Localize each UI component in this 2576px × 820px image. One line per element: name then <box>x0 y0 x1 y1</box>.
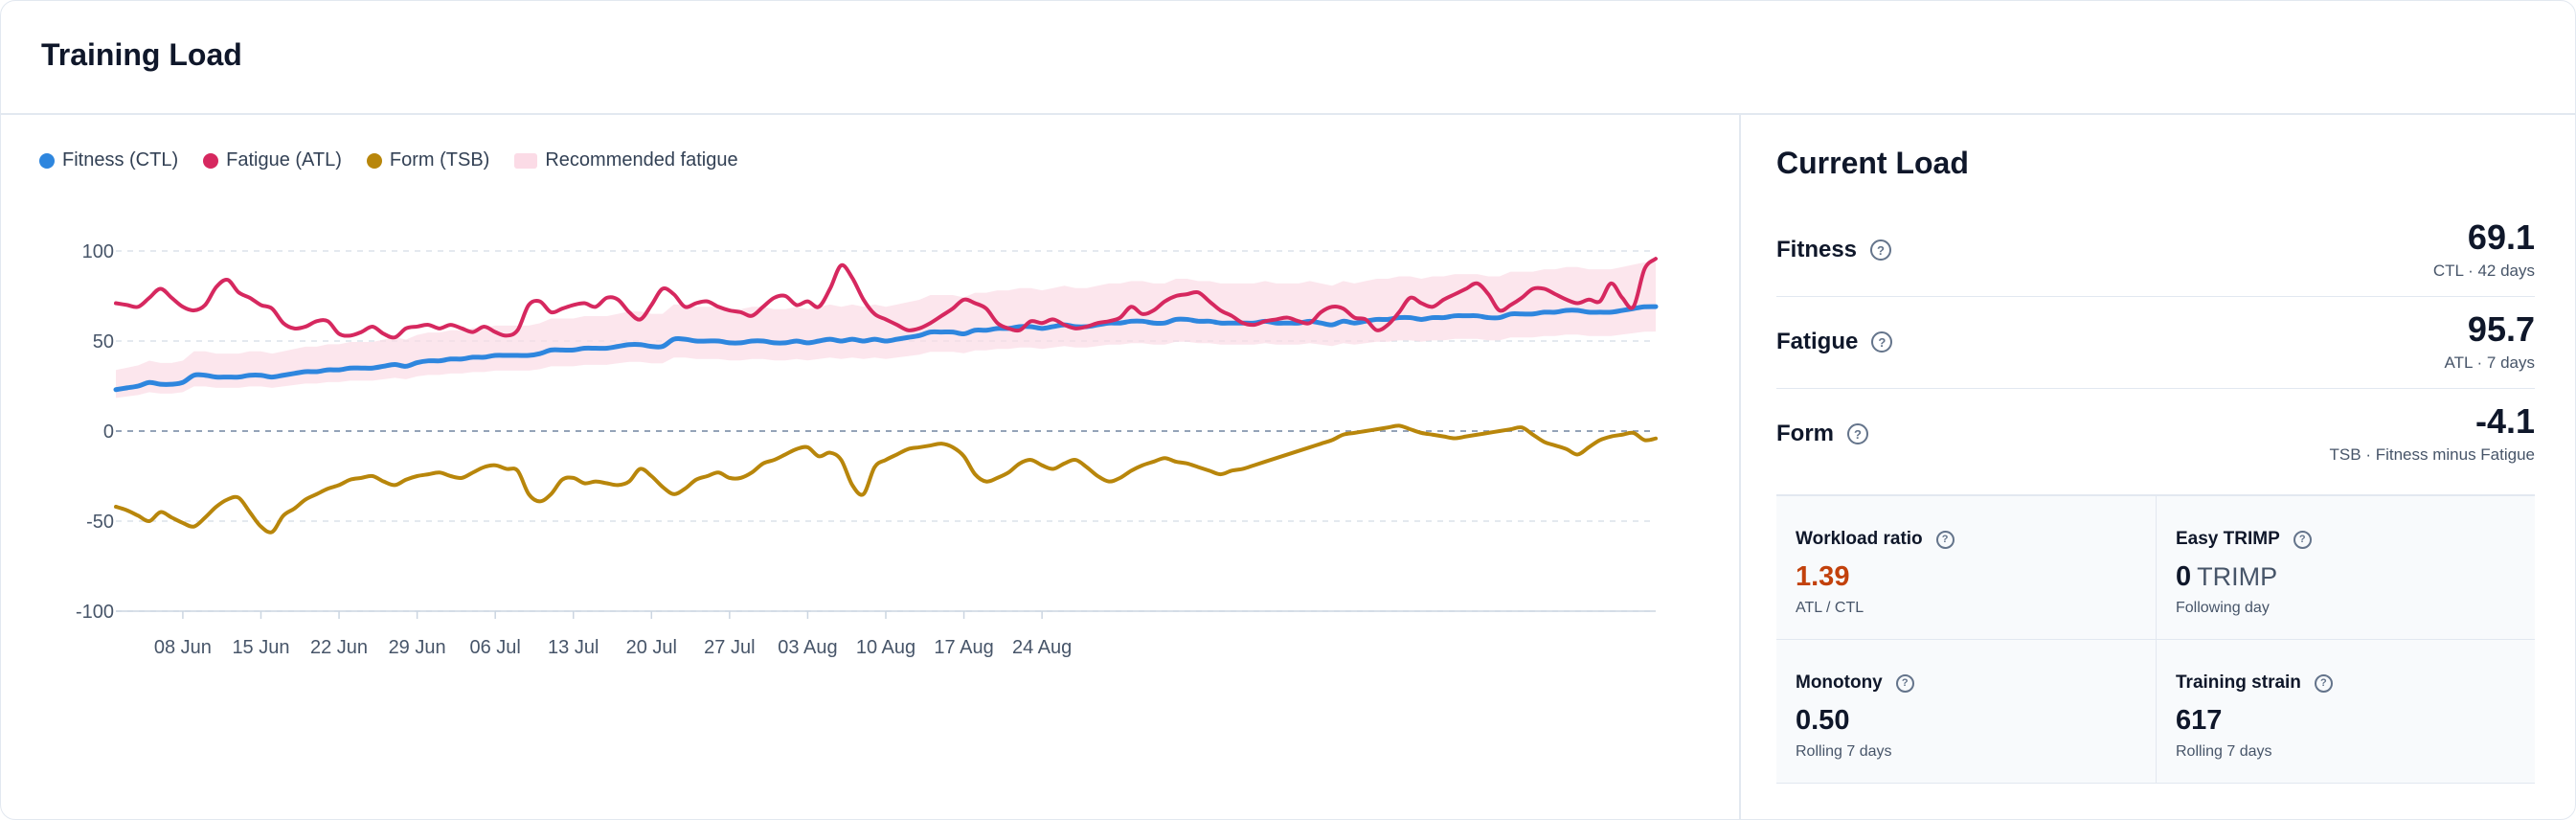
stat-easy-trimp-unit: TRIMP <box>2197 562 2278 591</box>
metric-form-label-group: Form ? <box>1776 421 1868 447</box>
metric-fatigue-value: 95.7 <box>2467 309 2535 349</box>
legend-label-recommended-fatigue: Recommended fatigue <box>545 149 738 171</box>
stat-training-strain-label-group: Training strain ? <box>2176 672 2333 694</box>
legend-swatch-fatigue <box>203 152 219 169</box>
metric-fatigue: Fatigue ? 95.7 ATL · 7 days <box>1776 296 2535 389</box>
fitness-line <box>113 304 1659 393</box>
stat-easy-trimp-label-group: Easy TRIMP ? <box>2176 529 2312 550</box>
help-icon[interactable]: ? <box>2314 673 2333 693</box>
stat-workload-ratio-number: 1.39 <box>1796 561 1850 592</box>
form-line <box>114 423 1658 535</box>
metric-fitness-sub: CTL · 42 days <box>2432 262 2535 280</box>
stat-workload-ratio-label-group: Workload ratio ? <box>1796 529 1955 550</box>
help-icon[interactable]: ? <box>2293 530 2312 549</box>
metric-fatigue-label: Fatigue <box>1776 329 1859 354</box>
metric-fitness-label-group: Fitness ? <box>1776 237 1892 263</box>
legend-label-form: Form (TSB) <box>389 149 490 171</box>
x-tick-label: 29 Jun <box>389 637 446 658</box>
x-tick-label: 03 Aug <box>778 637 837 658</box>
chart-legend: Fitness (CTL) Fatigue (ATL) Form (TSB) R… <box>39 149 738 171</box>
stat-monotony-number: 0.50 <box>1796 705 1850 736</box>
metric-form-value: -4.1 <box>2474 401 2535 441</box>
stat-monotony: Monotony ? 0.50 Rolling 7 days <box>1776 640 2155 783</box>
metric-fitness: Fitness ? 69.1 CTL · 42 days <box>1776 204 2535 297</box>
y-tick-label: -50 <box>86 512 114 533</box>
grid-divider <box>1776 639 2535 640</box>
metric-form-label: Form <box>1776 421 1834 446</box>
stat-workload-ratio-value: 1.39 <box>1796 561 1849 593</box>
stat-training-strain: Training strain ? 617 Rolling 7 days <box>2157 640 2535 783</box>
help-icon[interactable]: ? <box>1935 530 1955 549</box>
training-load-chart: 100 50 0 -50 -100 08 Jun 15 Jun 22 Jun 29 Jun 06 … <box>76 241 1659 658</box>
legend-item-fitness[interactable]: Fitness (CTL) <box>39 149 178 171</box>
metric-fatigue-label-group: Fatigue ? <box>1776 329 1893 355</box>
current-load-title: Current Load <box>1776 146 1969 180</box>
metric-form: Form ? -4.1 TSB · Fitness minus Fatigue <box>1776 388 2535 480</box>
legend-swatch-recommended-fatigue <box>514 152 538 169</box>
stats-grid: Workload ratio ? 1.39 ATL / CTL Easy TRI… <box>1776 494 2535 784</box>
legend-label-fitness: Fitness (CTL) <box>62 149 179 171</box>
stat-monotony-label-group: Monotony ? <box>1796 672 1914 694</box>
grid-divider <box>1776 783 2535 784</box>
stat-monotony-value: 0.50 <box>1796 705 1849 737</box>
y-tick-label: -100 <box>76 602 114 623</box>
chart-pane: 100 50 0 -50 -100 08 Jun 15 Jun 22 Jun 29 Jun 06 … <box>1 115 1741 819</box>
fatigue-line <box>114 257 1658 340</box>
metric-fitness-label: Fitness <box>1776 237 1858 262</box>
x-tick-label: 27 Jul <box>704 637 755 658</box>
x-tick-label: 20 Jul <box>626 637 677 658</box>
x-tick-label: 17 Aug <box>934 637 993 658</box>
stat-easy-trimp: Easy TRIMP ? 0 TRIMP Following day <box>2157 496 2535 639</box>
stat-easy-trimp-number: 0 <box>2176 561 2192 592</box>
stat-training-strain-label: Training strain <box>2176 672 2301 693</box>
legend-label-fatigue: Fatigue (ATL) <box>226 149 342 171</box>
card-header: Training Load <box>1 1 2575 115</box>
y-tick-label: 50 <box>93 331 114 353</box>
page-title: Training Load <box>41 37 242 72</box>
metric-fatigue-sub: ATL · 7 days <box>2444 353 2535 372</box>
stat-easy-trimp-label: Easy TRIMP <box>2176 529 2280 549</box>
help-icon[interactable]: ? <box>1871 331 1893 353</box>
legend-item-fatigue[interactable]: Fatigue (ATL) <box>203 149 342 171</box>
y-tick-label: 0 <box>103 421 114 443</box>
current-load-panel: Current Load Fitness ? 69.1 CTL · 42 day… <box>1741 115 2575 819</box>
x-tick-label: 15 Jun <box>232 637 289 658</box>
metric-form-sub: TSB · Fitness minus Fatigue <box>2329 445 2535 464</box>
grid-divider <box>2156 496 2157 784</box>
stat-workload-ratio-sub: ATL / CTL <box>1796 600 1864 616</box>
stat-monotony-label: Monotony <box>1796 672 1883 693</box>
stat-monotony-sub: Rolling 7 days <box>1796 743 1892 760</box>
stat-workload-ratio-label: Workload ratio <box>1796 529 1923 549</box>
x-tick-label: 24 Aug <box>1012 637 1072 658</box>
x-tick-label: 10 Aug <box>856 637 915 658</box>
legend-swatch-fitness <box>39 152 55 169</box>
metric-fitness-value: 69.1 <box>2467 217 2535 257</box>
stat-training-strain-value: 617 <box>2176 705 2222 737</box>
stat-training-strain-sub: Rolling 7 days <box>2176 743 2272 760</box>
x-tick-label: 13 Jul <box>548 637 599 658</box>
help-icon[interactable]: ? <box>1895 673 1914 693</box>
x-tick-label: 22 Jun <box>310 637 368 658</box>
x-tick-label: 08 Jun <box>154 637 212 658</box>
stat-workload-ratio: Workload ratio ? 1.39 ATL / CTL <box>1776 496 2155 639</box>
x-tick-label: 06 Jul <box>469 637 520 658</box>
stat-easy-trimp-value: 0 TRIMP <box>2176 561 2277 593</box>
help-icon[interactable]: ? <box>1847 423 1868 444</box>
stat-easy-trimp-sub: Following day <box>2176 600 2270 616</box>
legend-swatch-form <box>366 152 382 169</box>
stat-training-strain-number: 617 <box>2176 705 2223 736</box>
legend-item-recommended-fatigue[interactable]: Recommended fatigue <box>514 149 738 171</box>
help-icon[interactable]: ? <box>1870 239 1892 261</box>
legend-item-form[interactable]: Form (TSB) <box>366 149 490 171</box>
recommended-fatigue-band <box>116 262 1656 399</box>
y-tick-label: 100 <box>82 241 114 262</box>
